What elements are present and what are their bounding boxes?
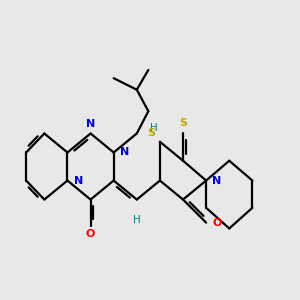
Text: S: S — [148, 128, 156, 139]
Text: N: N — [120, 148, 129, 158]
Text: O: O — [212, 218, 222, 228]
Text: H: H — [133, 215, 141, 225]
Text: N: N — [74, 176, 83, 185]
Text: S: S — [179, 118, 187, 128]
Text: N: N — [86, 118, 95, 129]
Text: O: O — [86, 229, 95, 239]
Text: H: H — [150, 123, 158, 133]
Text: N: N — [212, 176, 221, 185]
